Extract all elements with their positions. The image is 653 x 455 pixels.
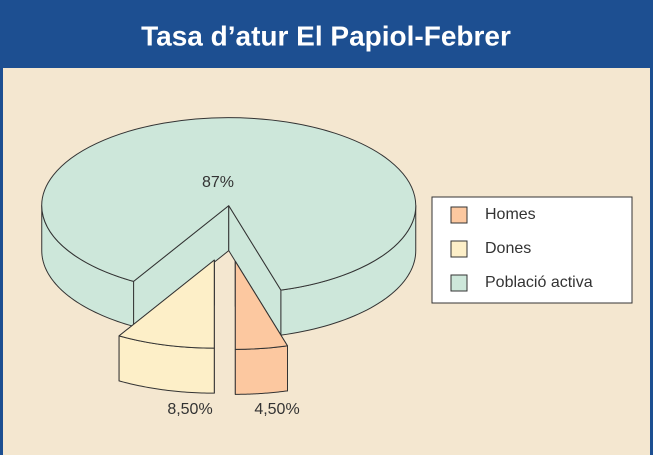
slice-side bbox=[234, 345, 288, 395]
data-label: 8,50% bbox=[167, 401, 212, 418]
legend-label: Dones bbox=[485, 240, 531, 257]
legend: Homes Dones Població activa bbox=[450, 206, 593, 292]
right-border bbox=[650, 68, 653, 455]
slice bbox=[41, 117, 417, 336]
pie bbox=[41, 117, 417, 395]
legend-label: Homes bbox=[485, 206, 536, 223]
slice-top bbox=[118, 259, 215, 349]
left-border bbox=[0, 68, 3, 455]
data-label: 87% bbox=[202, 174, 234, 191]
slice-top bbox=[41, 117, 417, 291]
legend-swatch bbox=[450, 240, 468, 258]
data-label: 4,50% bbox=[254, 401, 299, 418]
slice bbox=[118, 259, 215, 394]
slice bbox=[234, 260, 288, 395]
slice-top bbox=[234, 260, 288, 350]
chart-title: Tasa d’atur El Papiol-Febrer bbox=[141, 20, 511, 51]
legend-swatch bbox=[450, 206, 468, 224]
legend-label: Població activa bbox=[485, 274, 593, 291]
title-bar bbox=[0, 0, 653, 68]
legend-swatch bbox=[450, 274, 468, 292]
